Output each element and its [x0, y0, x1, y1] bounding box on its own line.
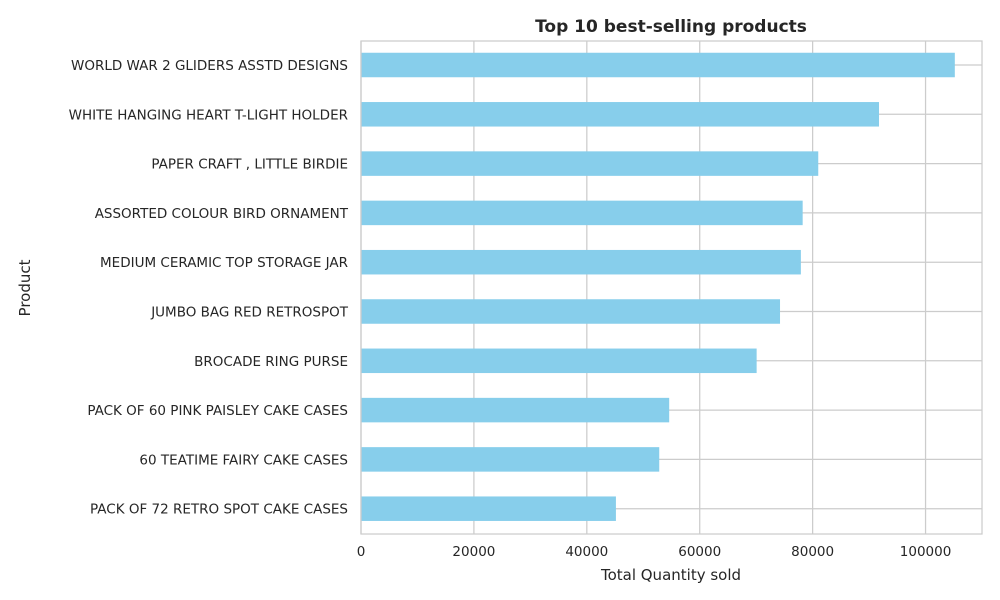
x-axis-label: Total Quantity sold — [600, 566, 741, 584]
x-tick-labels: 0 20000 40000 60000 80000 100000 — [357, 544, 952, 560]
x-tick-label: 60000 — [678, 544, 721, 560]
plot-frame — [360, 40, 983, 535]
y-tick-label: MEDIUM CERAMIC TOP STORAGE JAR — [100, 255, 348, 271]
x-tick-label: 40000 — [565, 544, 608, 560]
x-tick-label: 80000 — [791, 544, 834, 560]
bar — [361, 447, 660, 472]
x-tick-label: 0 — [357, 544, 366, 560]
bar — [361, 151, 819, 176]
y-tick-label: PACK OF 60 PINK PAISLEY CAKE CASES — [87, 403, 348, 419]
y-tick-label: JUMBO BAG RED RETROSPOT — [150, 305, 349, 321]
bar — [361, 249, 801, 275]
x-tick-label: 100000 — [900, 544, 952, 560]
y-tick-label: PACK OF 72 RETRO SPOT CAKE CASES — [90, 502, 348, 518]
y-tick-label: PAPER CRAFT , LITTLE BIRDIE — [151, 157, 348, 173]
bar — [361, 348, 757, 374]
y-tick-label: WORLD WAR 2 GLIDERS ASSTD DESIGNS — [71, 58, 348, 74]
chart-title: Top 10 best-selling products — [535, 17, 807, 37]
bar — [361, 52, 955, 78]
y-tick-label: 60 TEATIME FAIRY CAKE CASES — [139, 452, 348, 468]
bar — [361, 397, 670, 423]
y-tick-label: BROCADE RING PURSE — [194, 354, 348, 370]
bars — [361, 52, 955, 521]
y-tick-labels: WORLD WAR 2 GLIDERS ASSTD DESIGNS WHITE H… — [69, 58, 349, 518]
bar — [361, 299, 781, 324]
bar — [361, 200, 803, 226]
y-tick-label: ASSORTED COLOUR BIRD ORNAMENT — [95, 206, 349, 222]
bar — [361, 102, 880, 127]
y-axis-label: Product — [16, 259, 34, 316]
bar — [361, 496, 616, 521]
y-tick-label: WHITE HANGING HEART T-LIGHT HOLDER — [69, 107, 348, 123]
x-tick-label: 20000 — [452, 544, 495, 560]
